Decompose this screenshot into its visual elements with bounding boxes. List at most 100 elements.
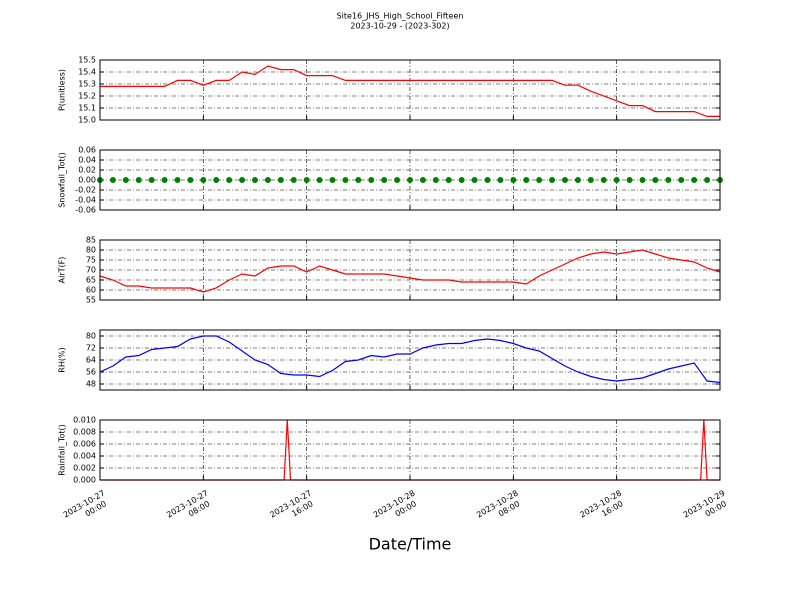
x-tick-label: 2023-10-2700:00 [61,488,111,528]
y-tick-label: 48 [86,380,96,389]
data-point [574,177,581,183]
y-tick-label: 0.000 [73,476,96,485]
y-axis-label: RH(%) [58,347,67,372]
y-tick-label: 0.006 [73,440,96,449]
axes-frame [99,329,721,391]
data-point [484,177,491,183]
data-point [239,177,246,183]
data-point [432,177,439,183]
data-point [562,177,568,183]
y-axis-label: Snowfall_Tot() [58,152,67,208]
y-tick-label: 0.02 [78,166,96,175]
y-tick-label: 0.004 [73,452,96,461]
y-axis-label: AirT(F) [58,257,67,284]
data-point [652,177,659,183]
x-tick-label: 2023-10-2900:00 [681,488,731,528]
chart-subtitle: 2023-10-29 - (2023-302) [350,22,449,31]
data-point [355,177,362,183]
data-point [458,177,465,183]
y-tick-label: -0.02 [75,186,96,195]
y-tick-label: 0.002 [73,464,96,473]
x-tick-label: 2023-10-2716:00 [268,488,318,528]
x-tick-label: 2023-10-2800:00 [371,488,421,528]
data-point [510,177,517,183]
y-tick-label: 60 [86,286,96,295]
y-axis-label: P(unitless) [58,69,67,111]
y-tick-label: 80 [86,332,96,341]
data-point [174,177,181,183]
data-point [316,177,323,183]
x-axis-label: Date/Time [369,535,452,554]
y-tick-label: 15.1 [78,104,96,113]
y-tick-label: 15.2 [78,92,96,101]
y-tick-label: 0.010 [73,416,96,425]
data-point [691,177,698,183]
data-line [100,65,720,117]
data-point [600,177,607,183]
data-point [549,177,556,183]
x-tick-label: 2023-10-2816:00 [578,488,628,528]
data-point [394,177,401,183]
data-point [536,177,543,183]
data-point [445,177,452,183]
axes-frame [99,59,721,121]
data-point [613,177,620,183]
data-point [135,177,142,183]
data-point [290,177,297,183]
data-point [523,177,530,183]
data-point [678,177,685,183]
data-point [213,177,220,183]
data-point [419,177,426,183]
data-point [277,177,284,183]
axes-frame [99,419,721,481]
data-point [252,177,258,183]
y-tick-label: 15.4 [78,68,96,77]
data-point [381,177,388,183]
data-line [99,335,721,384]
data-point [497,177,504,183]
axes-frame [99,239,721,301]
axes-frame [99,149,721,211]
data-point [704,177,711,183]
y-tick-label: 0.06 [78,146,96,155]
data-point [187,177,194,183]
y-tick-label: 75 [86,256,96,265]
x-tick-label: 2023-10-2808:00 [475,488,525,528]
data-point [665,177,672,183]
data-point [587,177,594,183]
data-point [639,177,646,183]
y-tick-label: 72 [86,344,96,353]
y-tick-label: 0.008 [73,428,96,437]
y-tick-label: 15.3 [78,80,96,89]
data-point [161,177,168,183]
y-tick-label: 56 [86,368,96,377]
y-tick-label: 55 [86,296,96,305]
data-point [329,177,336,183]
y-axis-label: Rainfall_Tot() [58,424,67,476]
data-point [109,177,116,183]
y-tick-label: 65 [86,276,96,285]
y-tick-label: 15.0 [78,116,96,125]
data-point [122,177,129,183]
data-point [303,177,310,183]
data-point [226,177,233,183]
data-point [342,177,349,183]
y-tick-label: 15.5 [78,56,96,65]
chart-title: Site16_JHS_High_School_Fifteen [337,12,464,21]
data-line [99,249,721,293]
y-tick-label: 85 [86,236,96,245]
data-point [471,177,478,183]
y-tick-label: 64 [86,356,96,365]
data-point [407,177,413,183]
data-point [368,177,375,183]
y-tick-label: -0.06 [75,206,96,215]
data-point [148,177,155,183]
data-point [264,177,271,183]
x-tick-label: 2023-10-2708:00 [165,488,215,528]
data-point [626,177,633,183]
y-tick-label: 0.00 [78,176,96,185]
y-tick-label: 70 [86,266,96,275]
y-tick-label: -0.04 [75,196,96,205]
data-point [200,177,207,183]
